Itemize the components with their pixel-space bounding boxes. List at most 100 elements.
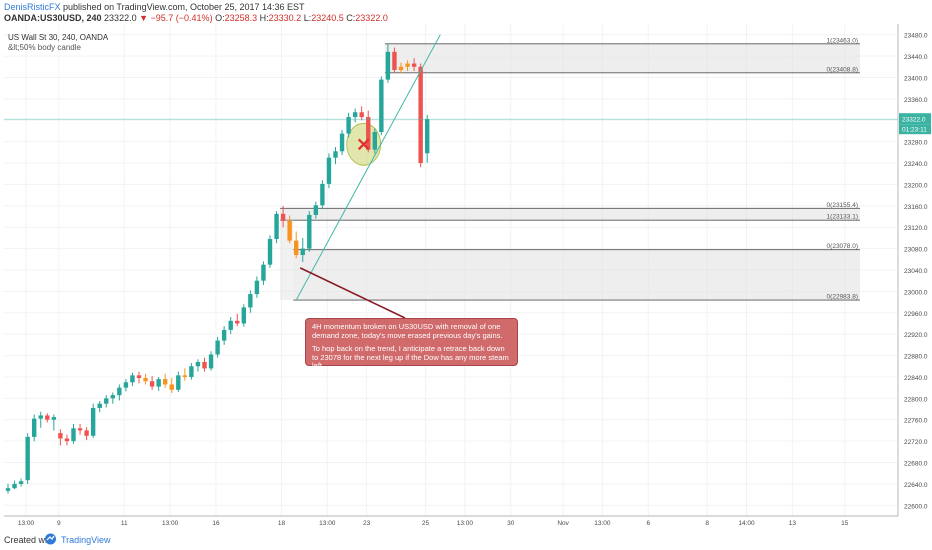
x-tick-label: 11	[121, 520, 128, 527]
candle	[235, 313, 240, 327]
fib-label-bottom: 0(23408.8)	[827, 66, 858, 73]
candle-body	[425, 119, 430, 154]
candle	[18, 478, 24, 487]
candle	[221, 326, 227, 345]
fib-zones: 1(23463.0) 0(23408.8) 0(23155.4) 1(23133.1)…	[280, 37, 861, 301]
current-price-tag	[899, 113, 931, 125]
y-tick-label: 22600.0	[904, 503, 928, 510]
trendline[interactable]	[295, 34, 441, 301]
candle-body	[182, 375, 188, 377]
candle-body	[71, 428, 76, 442]
candle-body	[235, 320, 240, 324]
candle-body	[45, 415, 50, 420]
y-tick-label: 22960.0	[904, 311, 928, 318]
candle	[64, 434, 70, 446]
candle-body	[110, 395, 115, 399]
author-link[interactable]: DenisRisticFX	[4, 2, 61, 12]
countdown-tag	[899, 124, 931, 135]
x-tick-label: 6	[646, 520, 650, 527]
candle	[58, 429, 63, 446]
candle-body	[25, 436, 30, 481]
candle-body	[339, 133, 345, 152]
x-tick-label: 9	[57, 520, 61, 527]
ohlc-line: OANDA:US30USD, 240 23322.0 ▼ −95.7 (−0.4…	[4, 13, 388, 23]
candle-body	[130, 375, 135, 383]
candle	[379, 76, 384, 136]
y-tick-label: 22640.0	[904, 482, 928, 489]
candle-body	[90, 407, 96, 436]
candle-body	[267, 238, 273, 265]
candle-body	[163, 379, 168, 385]
candle	[300, 237, 305, 262]
close-value: 23322.0	[355, 13, 388, 23]
candle	[38, 411, 43, 428]
x-tick-label: 13:00	[594, 520, 611, 527]
open-label: O:	[215, 13, 225, 23]
candle	[202, 357, 207, 372]
candle	[215, 336, 220, 358]
candle	[130, 372, 135, 387]
candle-body	[411, 63, 417, 67]
fib-label-top: 0(23078.0)	[827, 243, 858, 250]
candle	[12, 480, 17, 490]
high-label: H:	[259, 13, 269, 23]
candle	[5, 483, 11, 494]
candle-body	[18, 481, 24, 484]
candle-body	[149, 381, 155, 387]
candle-body	[320, 183, 325, 206]
cross-icon	[357, 138, 370, 151]
candle	[267, 235, 273, 268]
candle	[372, 128, 377, 154]
time-axis[interactable]: 13:00 9 11 13:00 16 18 13:00 23 25 13:00 30 Nov 13:0…	[4, 515, 898, 527]
candle-body	[104, 398, 109, 404]
x-tick-label: 13:00	[319, 520, 336, 527]
candle-body	[189, 366, 194, 377]
y-tick-label: 22720.0	[904, 439, 928, 446]
current-price-label: 23322.0	[902, 117, 926, 124]
candle	[97, 401, 102, 413]
candle-body	[156, 379, 161, 387]
candle	[248, 290, 253, 313]
symbol-label: OANDA:US30USD, 240	[4, 13, 102, 23]
candle	[320, 180, 325, 210]
last-price: 23322.0	[104, 13, 137, 23]
candle	[84, 427, 89, 441]
low-label: L:	[303, 13, 312, 23]
price-chart[interactable]: 1(23463.0) 0(23408.8) 0(23155.4) 1(23133.1)…	[0, 24, 932, 530]
publisher-line: DenisRisticFX published on TradingView.c…	[4, 2, 305, 12]
candle-body	[208, 354, 214, 369]
candle	[71, 424, 76, 444]
candle	[208, 351, 214, 371]
candle	[163, 373, 168, 388]
legend-title: US Wall St 30, 240, OANDA	[8, 33, 109, 42]
candle	[25, 433, 30, 484]
candle-body	[58, 433, 63, 439]
candle	[359, 106, 364, 121]
candle-body	[77, 428, 83, 431]
candle	[280, 205, 286, 228]
annotation-text-1: 4H momentum broken on US30USD with remov…	[312, 322, 503, 340]
candle	[136, 371, 142, 384]
chart-legend: US Wall St 30, 240, OANDA &lt;50% body c…	[8, 33, 108, 53]
y-tick-label: 23000.0	[904, 289, 928, 296]
candle	[77, 424, 83, 435]
footer: Created with TradingView	[0, 530, 932, 550]
tradingview-link[interactable]: TradingView	[61, 535, 111, 545]
y-tick-label: 22760.0	[904, 418, 928, 425]
tradingview-logo-icon	[45, 533, 56, 545]
trendline-layer[interactable]	[295, 34, 441, 301]
y-tick-label: 22680.0	[904, 461, 928, 468]
countdown-label: 01:23:11	[902, 127, 927, 134]
x-tick-label: 13:00	[162, 520, 179, 527]
annotation-callout[interactable]: 4H momentum broken on US30USD with remov…	[305, 318, 518, 370]
candle	[392, 47, 397, 74]
price-axis[interactable]: 23480.023440.023400.023360.023320.023280…	[897, 24, 931, 516]
candle	[123, 379, 129, 392]
candle-body	[51, 417, 57, 420]
price-change: ▼ −95.7 (−0.41%)	[139, 13, 213, 23]
candle-body	[195, 361, 201, 367]
y-tick-label: 23040.0	[904, 268, 928, 275]
candle-body	[352, 112, 358, 118]
candle	[352, 108, 358, 123]
annotation-text-2: To hop back on the trend, I anticipate a…	[312, 344, 509, 371]
